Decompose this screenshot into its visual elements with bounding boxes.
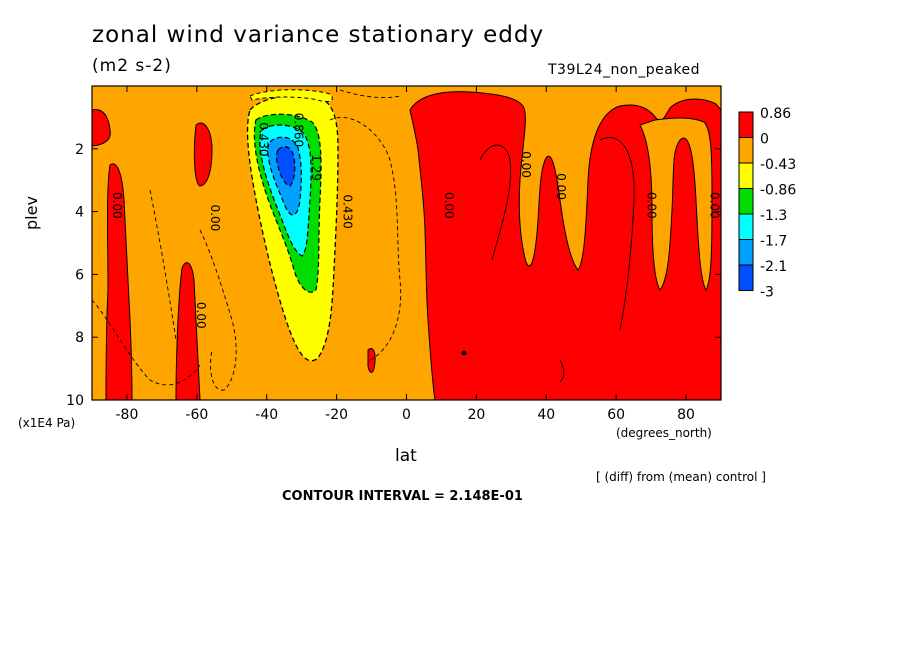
contour-label: 0.430 xyxy=(257,122,271,156)
contour-label: 0.00 xyxy=(194,302,208,329)
contour-label: 0.00 xyxy=(645,192,659,219)
y-tick-label: 4 xyxy=(75,205,84,221)
legend-label: -1.3 xyxy=(760,208,787,224)
x-axis-units: (degrees_north) xyxy=(616,426,712,440)
legend-label: -1.7 xyxy=(760,234,787,250)
field-red-blob xyxy=(367,348,376,373)
contour-label: 0.430 xyxy=(341,194,355,228)
legend-swatch xyxy=(738,137,754,164)
x-axis-ticks: -80 -60 -40 -20 0 20 40 60 80 xyxy=(116,86,695,423)
x-tick-label: -60 xyxy=(185,407,208,423)
contour-label: 0.00 xyxy=(442,192,456,219)
contour-dot xyxy=(461,350,467,356)
field-top-yellow xyxy=(249,89,333,103)
x-tick-label: -20 xyxy=(325,407,348,423)
contour-label: 0.00 xyxy=(554,173,568,200)
contour-label: 0.00 xyxy=(519,151,533,178)
x-tick-label: -80 xyxy=(116,407,139,423)
contour-dashed-west2 xyxy=(199,229,237,391)
legend-swatch xyxy=(738,162,754,189)
x-axis-label: lat xyxy=(395,446,417,466)
legend-swatch xyxy=(738,264,754,291)
x-tick-label: 0 xyxy=(402,407,411,423)
chart-title: zonal wind variance stationary eddy xyxy=(92,22,545,48)
y-axis-ticks: 2 4 6 8 10 xyxy=(66,142,721,409)
field-red-strip-60 xyxy=(193,122,213,187)
x-tick-label: 20 xyxy=(467,407,485,423)
legend-label: -2.1 xyxy=(760,259,787,275)
contour-label: 0.860 xyxy=(292,113,306,147)
field-red-east xyxy=(409,91,721,400)
legend-swatch xyxy=(738,213,754,240)
legend-swatch xyxy=(738,111,754,138)
legend-label: -0.86 xyxy=(760,183,796,199)
contour-label: 0.00 xyxy=(110,192,124,219)
x-tick-label: 60 xyxy=(607,407,625,423)
field-red-west-strip xyxy=(105,163,133,400)
contour-label: 0.00 xyxy=(708,192,722,219)
chart-units: (m2 s-2) xyxy=(92,56,172,76)
contour-dashed-west xyxy=(92,189,201,386)
legend-label: 0 xyxy=(760,132,769,148)
y-tick-label: 6 xyxy=(75,267,84,283)
x-tick-label: 40 xyxy=(537,407,555,423)
y-tick-label: 8 xyxy=(75,330,84,346)
y-tick-label: 2 xyxy=(75,142,84,158)
legend-label: -3 xyxy=(760,285,774,301)
x-tick-label: 80 xyxy=(677,407,695,423)
y-axis-units: (x1E4 Pa) xyxy=(18,416,76,430)
field-blue xyxy=(275,146,296,187)
legend-swatch xyxy=(738,188,754,215)
legend-label: 0.86 xyxy=(760,106,791,122)
diff-note: [ (diff) from (mean) control ] xyxy=(596,470,766,484)
contour-interval: CONTOUR INTERVAL = 2.148E-01 xyxy=(282,489,523,504)
field-red-west-edge xyxy=(92,109,111,147)
experiment-label: T39L24_non_peaked xyxy=(548,62,700,78)
legend-swatch xyxy=(738,239,754,266)
field-orange-intrusion-1 xyxy=(639,117,713,291)
contour-dashed-mid xyxy=(329,89,402,361)
contour-label: 0.00 xyxy=(208,205,222,232)
x-tick-label: -40 xyxy=(255,407,278,423)
color-legend: 0.86 0 -0.43 -0.86 -1.3 -1.7 -2.1 -3 xyxy=(738,106,796,301)
legend-label: -0.43 xyxy=(760,157,796,173)
y-tick-label: 10 xyxy=(66,393,84,409)
contour-label: 1.29 xyxy=(309,154,323,181)
contour-solid-east xyxy=(479,137,635,383)
